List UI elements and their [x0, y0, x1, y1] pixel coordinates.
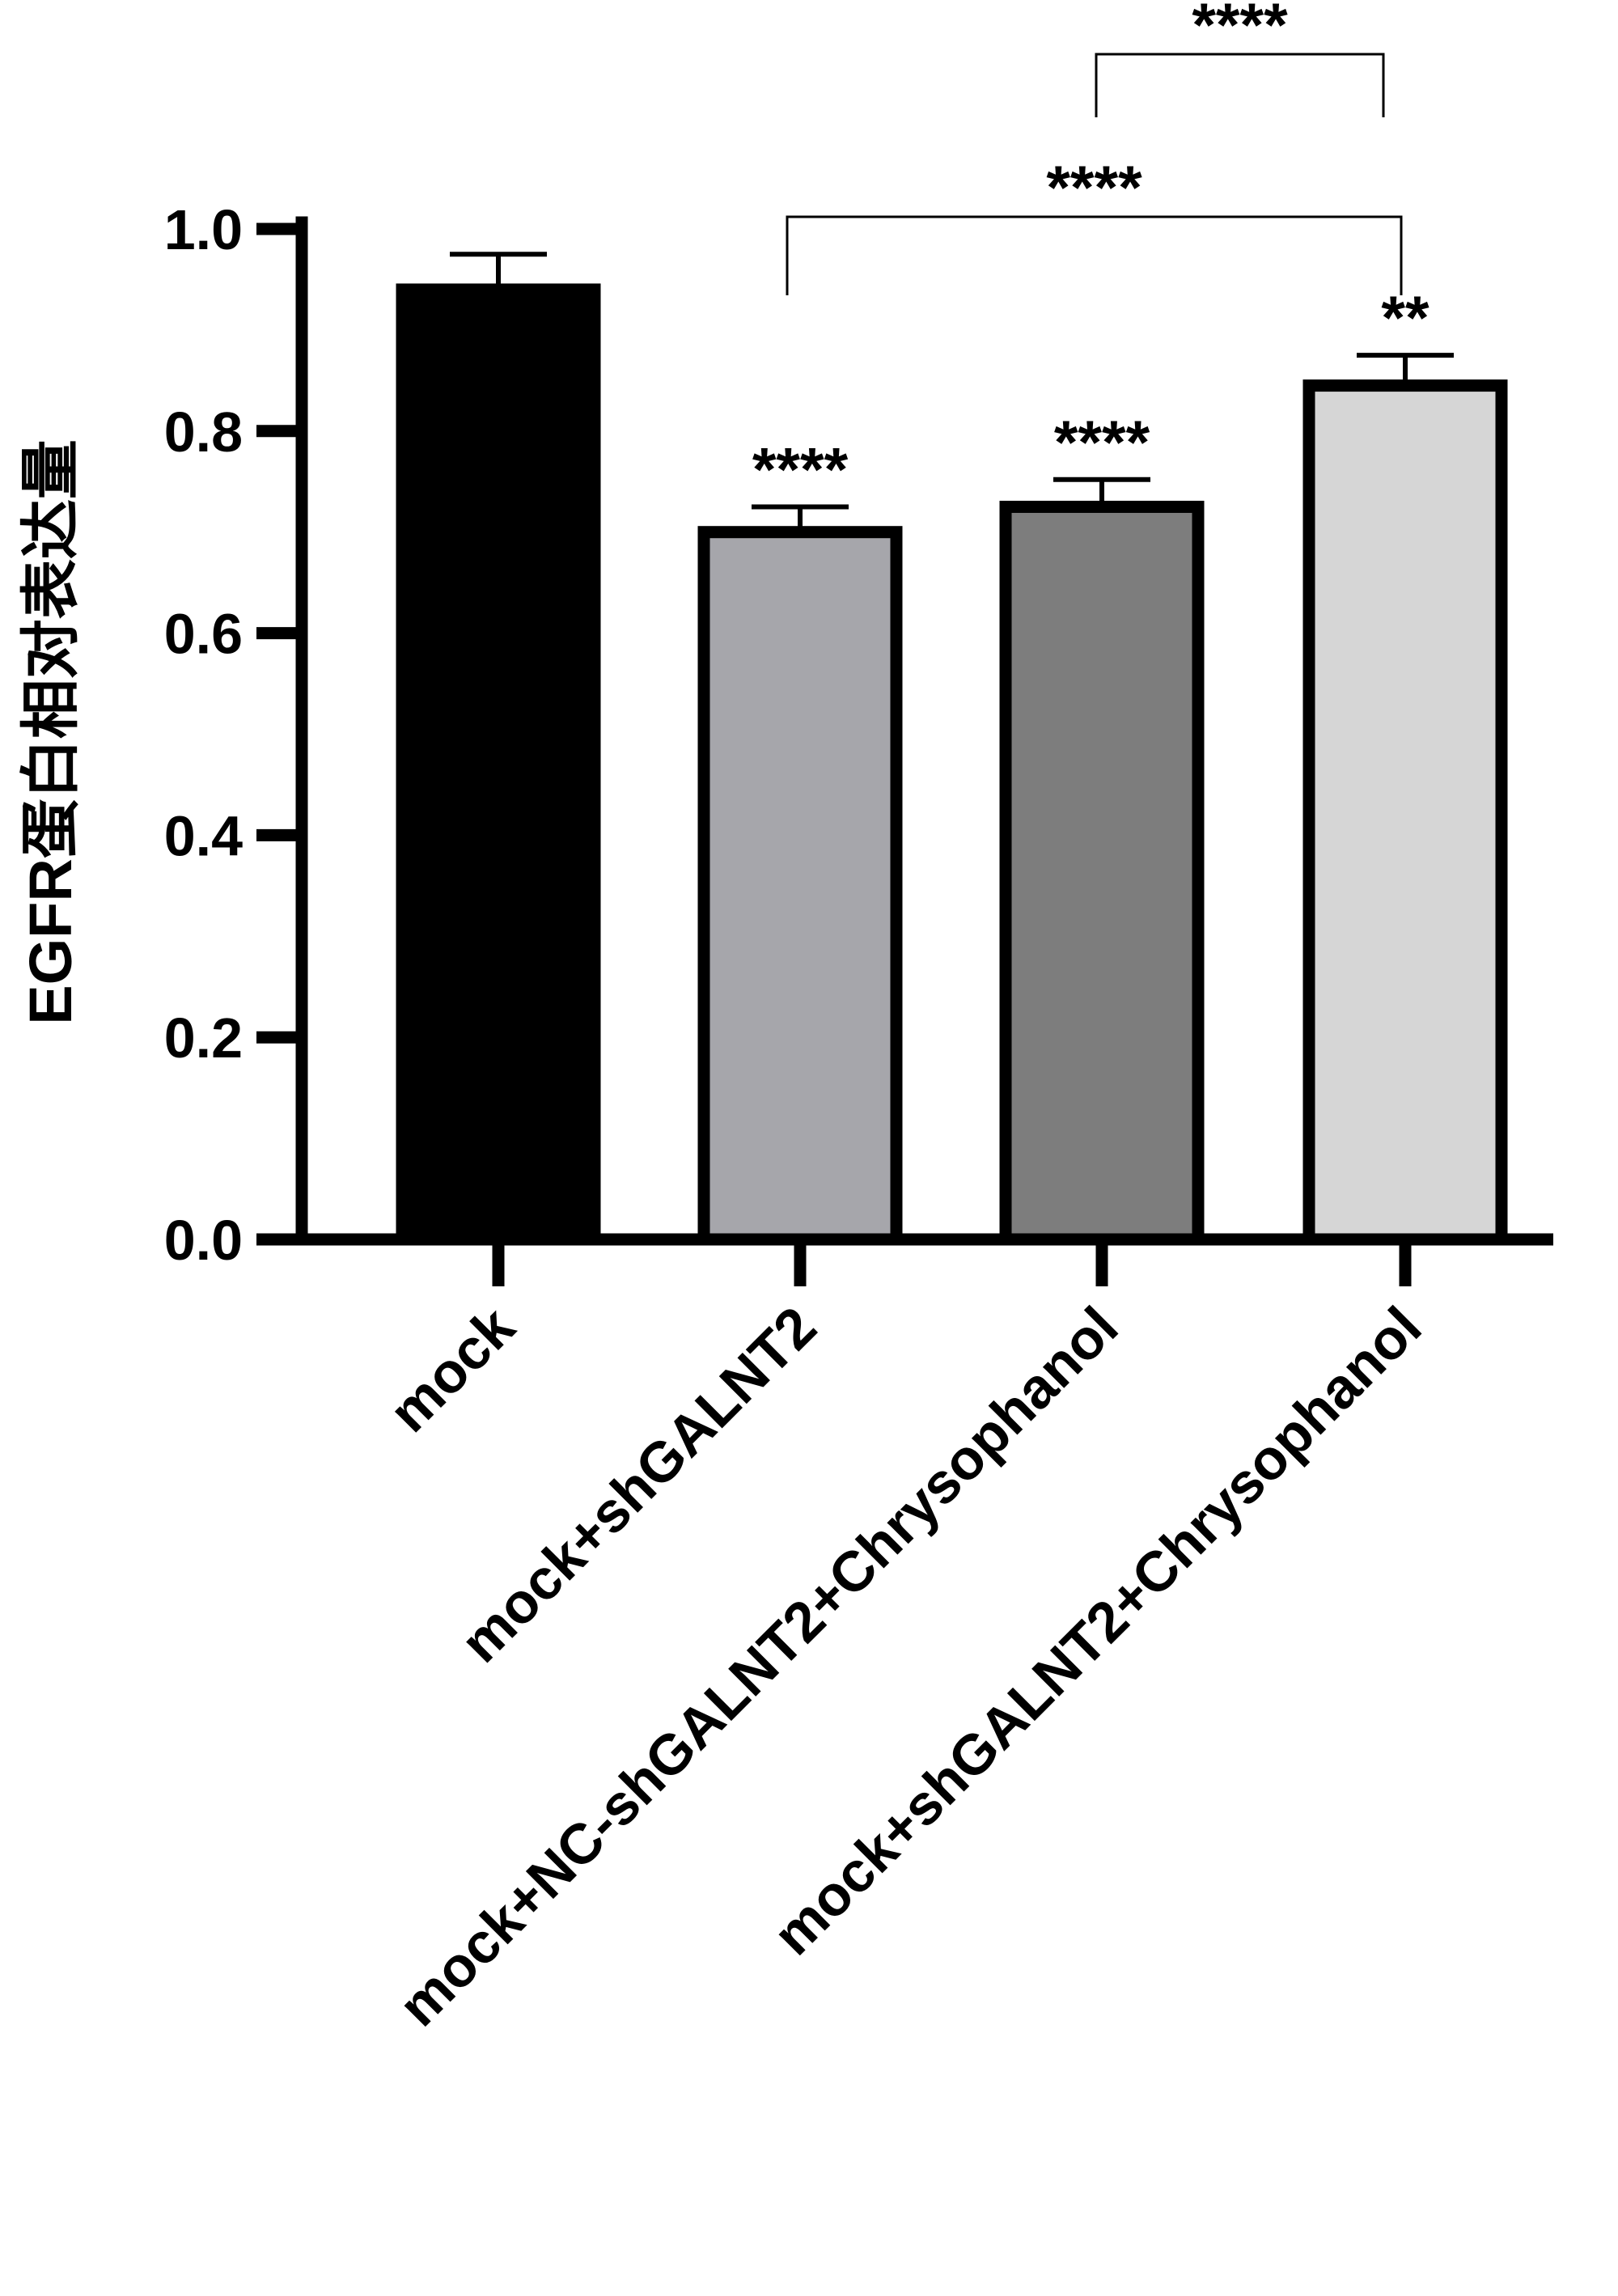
y-tick-label: 0.8 [164, 400, 243, 464]
comparison-significance-label: **** [1046, 154, 1142, 222]
error-bars [450, 252, 1454, 532]
y-tick-label: 1.0 [164, 198, 243, 261]
bars [396, 283, 1508, 1246]
significance-annotations: **** ****** [752, 284, 1430, 504]
comparison-significance-label: **** [1192, 0, 1288, 60]
bar [697, 526, 903, 1246]
x-ticks: mockmock+shGALNT2mock+NC-shGALNT2+Chryso… [377, 1239, 1434, 2038]
comparison-bracket [1095, 53, 1385, 117]
y-ticks: 0.0 0.2 0.4 0.6 0.8 1.0 [164, 198, 302, 1272]
bar [396, 283, 601, 1246]
bar-significance-label: **** [752, 435, 849, 504]
y-tick-label: 0.4 [164, 804, 243, 867]
y-tick-label: 0.2 [164, 1006, 243, 1070]
bar-significance-label: **** [1054, 409, 1150, 477]
y-axis-title: EGFR蛋白相对表达量 [17, 439, 84, 1025]
bar-significance-label: ** [1381, 284, 1430, 353]
comparison-brackets: **** **** [786, 0, 1403, 295]
x-tick-label: mock [377, 1294, 527, 1444]
bar [999, 500, 1205, 1246]
y-tick-label: 0.6 [164, 603, 243, 666]
bar [1302, 379, 1508, 1246]
x-tick-label: mock+shGALNT2+Chrysophanol [761, 1294, 1434, 1967]
y-tick-label: 0.0 [164, 1209, 243, 1272]
comparison-bracket [786, 215, 1403, 295]
